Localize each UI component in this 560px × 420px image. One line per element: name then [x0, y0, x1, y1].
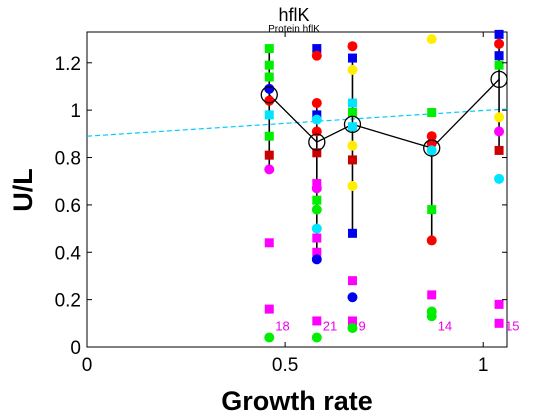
data-point-square	[494, 51, 504, 61]
data-point-square	[494, 299, 504, 309]
data-point-square	[312, 233, 322, 243]
chart-title: hflK	[278, 5, 309, 25]
data-point-square	[347, 108, 357, 118]
data-point-circle	[311, 50, 322, 61]
data-point-square	[264, 44, 274, 54]
data-point-square	[312, 316, 322, 326]
data-point-square	[347, 316, 357, 326]
data-point-circle	[311, 183, 322, 194]
mean-marker-4	[490, 70, 508, 89]
data-point-circle	[426, 34, 437, 45]
data-point-square	[347, 228, 357, 238]
y-tick-label: 1.2	[55, 54, 81, 75]
data-point-circle	[494, 38, 505, 49]
data-point-circle	[311, 254, 322, 265]
count-label-0: 18	[275, 318, 289, 333]
data-point-circle	[311, 223, 322, 234]
mean-marker-1	[308, 133, 326, 151]
data-point-square	[312, 44, 322, 54]
data-point-square	[264, 60, 274, 70]
data-point-square	[264, 304, 274, 314]
mean-marker-2	[343, 115, 362, 134]
data-point-circle	[426, 145, 437, 156]
data-point-circle	[426, 131, 437, 142]
data-point-square	[494, 60, 504, 70]
data-point-circle	[426, 311, 437, 322]
data-point-square	[347, 276, 357, 286]
data-point-circle	[311, 114, 322, 125]
plot-frame	[86, 31, 508, 348]
count-label-4: 15	[505, 318, 519, 333]
data-point-square	[427, 108, 437, 118]
chart-subtitle: Protein hflK	[268, 24, 320, 35]
data-point-square	[347, 98, 357, 108]
y-tick-label: 0.8	[55, 149, 81, 170]
y-tick-label: 1	[70, 101, 81, 122]
data-point-circle	[494, 112, 505, 123]
data-point-circle	[264, 95, 275, 106]
data-point-square	[494, 145, 504, 155]
data-point-square	[494, 318, 504, 328]
data-point-square	[427, 205, 437, 215]
data-point-square	[264, 110, 274, 120]
data-point-square	[494, 29, 504, 39]
data-point-circle	[426, 235, 437, 246]
data-point-circle	[264, 164, 275, 175]
x-tick-label: 1	[478, 355, 489, 376]
data-point-circle	[347, 292, 358, 303]
data-point-circle	[347, 41, 358, 52]
data-point-square	[347, 155, 357, 165]
data-point-square	[347, 122, 357, 132]
data-point-circle	[311, 332, 322, 343]
mean-marker-3	[423, 139, 441, 157]
data-point-square	[312, 247, 322, 257]
mean-marker-layer	[260, 70, 508, 157]
mean-marker-0	[260, 86, 278, 104]
count-label-1: 21	[323, 318, 337, 333]
data-point-square	[264, 238, 274, 248]
data-point-circle	[494, 173, 505, 184]
y-axis-label: U/L	[8, 168, 38, 212]
x-tick-label: 0	[82, 355, 93, 376]
y-tick-label: 0	[70, 338, 81, 359]
data-point-square	[264, 131, 274, 141]
data-point-circle	[264, 83, 275, 94]
count-label-3: 14	[438, 318, 452, 333]
data-point-square	[312, 195, 322, 205]
axes-layer: 0 0.5 1 0 0.2 0.4 0.6 0.8 1 1.2	[55, 32, 507, 376]
x-tick-label: 0.5	[272, 355, 298, 376]
x-axis-label: Growth rate	[221, 386, 373, 416]
y-tick-label: 0.4	[55, 243, 82, 264]
data-point-circle	[347, 323, 358, 334]
count-label-2: 9	[358, 318, 365, 333]
plot-area	[86, 31, 508, 348]
data-point-square	[427, 290, 437, 300]
data-point-circle	[494, 126, 505, 137]
data-point-circle	[347, 64, 358, 75]
count-layer: 18 21 9 14 15	[275, 318, 519, 333]
data-point-square	[312, 148, 322, 158]
data-point-square	[264, 72, 274, 82]
data-point-circle	[347, 140, 358, 151]
data-point-square	[264, 150, 274, 160]
data-point-circle	[347, 180, 358, 191]
data-point-circle	[264, 332, 275, 343]
data-point-square	[347, 53, 357, 63]
data-point-circle	[311, 98, 322, 109]
y-tick-label: 0.6	[55, 196, 81, 217]
y-tick-label: 0.2	[55, 291, 81, 312]
data-point-circle	[311, 204, 322, 215]
